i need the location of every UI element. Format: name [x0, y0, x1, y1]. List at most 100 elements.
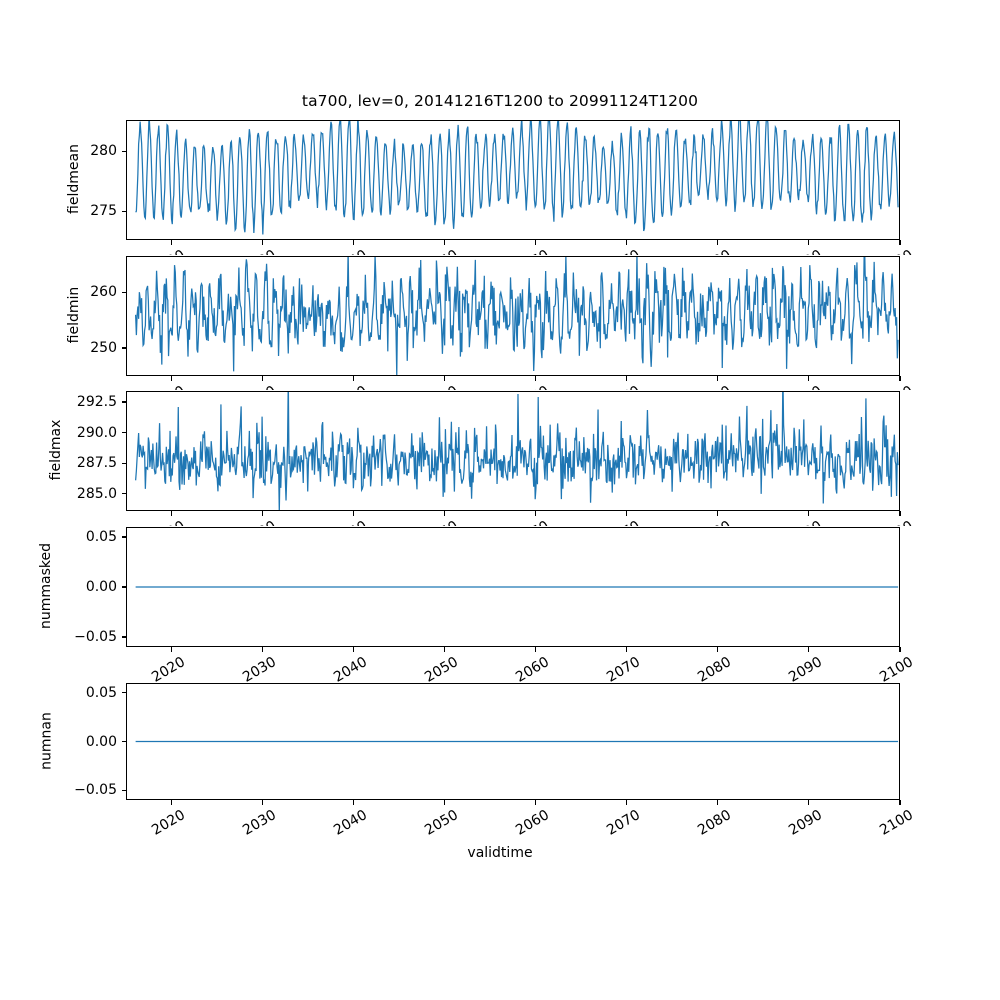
x-tick-mark [717, 376, 719, 381]
x-tick-mark [535, 511, 537, 516]
x-tick-label: 2050 [331, 518, 461, 526]
x-tick-label: 2050 [331, 247, 461, 255]
x-tick-mark [261, 647, 264, 652]
subplot-numnan [126, 683, 900, 800]
y-tick-mark [121, 493, 126, 495]
x-tick-mark [535, 240, 537, 245]
x-tick-label: 2060 [423, 518, 552, 526]
x-tick-mark [444, 376, 446, 381]
x-tick-mark [261, 240, 264, 245]
y-tick-label: 0.00 [85, 579, 117, 595]
x-tick-mark [808, 376, 810, 381]
x-tick-mark [626, 240, 628, 245]
plot-area-fieldmin [127, 257, 899, 375]
x-tick-mark [353, 511, 355, 516]
x-tick-mark [717, 647, 719, 652]
y-tick-mark [121, 150, 126, 152]
x-tick-label: 2020 [58, 518, 188, 526]
y-tick-label: 0.00 [85, 733, 117, 750]
x-tick-label: 2100 [877, 654, 916, 682]
x-tick-label: 2040 [330, 654, 370, 682]
y-tick-label: 285.0 [76, 485, 117, 502]
x-tick-mark [899, 511, 901, 516]
x-tick-mark [808, 511, 810, 516]
x-tick-label: 2090 [786, 807, 825, 839]
x-tick-mark [353, 240, 355, 245]
x-tick-label: 2040 [240, 383, 370, 390]
x-tick-label: 2100 [787, 247, 916, 255]
y-tick-mark [121, 432, 126, 434]
x-tick-mark [899, 240, 901, 245]
x-tick-mark [626, 647, 628, 652]
plot-area-nummasked [127, 528, 899, 646]
x-tick-mark [535, 376, 537, 381]
y-tick-label: 287.5 [76, 455, 117, 472]
x-tick-mark [717, 511, 719, 516]
x-tick-mark [899, 647, 901, 652]
x-tick-label: 2090 [696, 247, 825, 255]
y-tick-label: 290.0 [76, 424, 117, 441]
y-tick-mark [121, 347, 126, 349]
x-tick-mark [535, 800, 537, 805]
x-tick-label: 2030 [149, 518, 279, 526]
y-tick-mark [121, 740, 126, 743]
x-tick-label: 2080 [605, 518, 734, 526]
y-tick-label: 260 [90, 284, 117, 301]
x-tick-label: 2080 [605, 383, 734, 390]
x-tick-label: 2070 [603, 807, 643, 839]
x-tick-mark [808, 647, 810, 652]
x-tick-label: 2070 [514, 518, 643, 526]
y-tick-label: 0.05 [85, 529, 117, 545]
x-tick-mark [626, 800, 628, 805]
x-tick-label: 2070 [603, 654, 643, 682]
x-tick-label: 2050 [331, 383, 461, 390]
plot-area-fieldmean [127, 121, 899, 239]
page-title: ta700, lev=0, 20141216T1200 to 20991124T… [301, 92, 699, 110]
x-tick-mark [170, 511, 173, 516]
x-tick-mark [626, 511, 628, 516]
x-tick-mark [170, 240, 173, 245]
x-tick-label: 2030 [149, 383, 279, 390]
x-tick-mark [899, 800, 901, 805]
x-tick-mark [444, 240, 446, 245]
plot-area-fieldmax [127, 392, 899, 510]
x-tick-label: 2080 [605, 247, 734, 255]
x-tick-label: 2080 [695, 654, 734, 682]
x-tick-label: 2060 [512, 654, 552, 682]
x-tick-mark [444, 800, 446, 805]
subplot-fieldmax [126, 391, 900, 511]
y-tick-mark [121, 636, 126, 638]
y-tick-label: 292.5 [76, 394, 117, 411]
x-tick-label: 2060 [512, 807, 552, 839]
x-tick-label: 2100 [877, 807, 916, 839]
y-tick-mark [121, 462, 126, 464]
x-tick-label: 2040 [240, 247, 370, 255]
y-tick-mark [121, 291, 126, 293]
x-tick-label: 2070 [514, 247, 643, 255]
x-tick-mark [808, 800, 810, 805]
x-tick-mark [626, 376, 628, 381]
x-tick-label: 2060 [423, 383, 552, 390]
x-tick-label: 2080 [695, 807, 734, 839]
y-tick-label: 0.05 [85, 684, 117, 701]
x-tick-label: 2030 [239, 807, 279, 839]
x-tick-label: 2100 [787, 518, 916, 526]
data-line-fieldmax [136, 392, 898, 510]
y-tick-label: 250 [90, 340, 117, 357]
y-axis-label-numnan: numnan [38, 711, 54, 770]
y-tick-label: 280 [90, 143, 117, 160]
y-tick-mark [121, 586, 126, 588]
x-tick-mark [261, 511, 264, 516]
y-tick-mark [121, 401, 126, 403]
x-tick-label: 2090 [696, 383, 825, 390]
x-tick-label: 2030 [239, 654, 279, 682]
x-tick-mark [717, 800, 719, 805]
x-tick-label: 2090 [786, 654, 825, 682]
x-tick-label: 2050 [421, 807, 461, 839]
y-tick-mark [121, 789, 126, 791]
x-tick-mark [808, 240, 810, 245]
subplot-fieldmin [126, 256, 900, 376]
